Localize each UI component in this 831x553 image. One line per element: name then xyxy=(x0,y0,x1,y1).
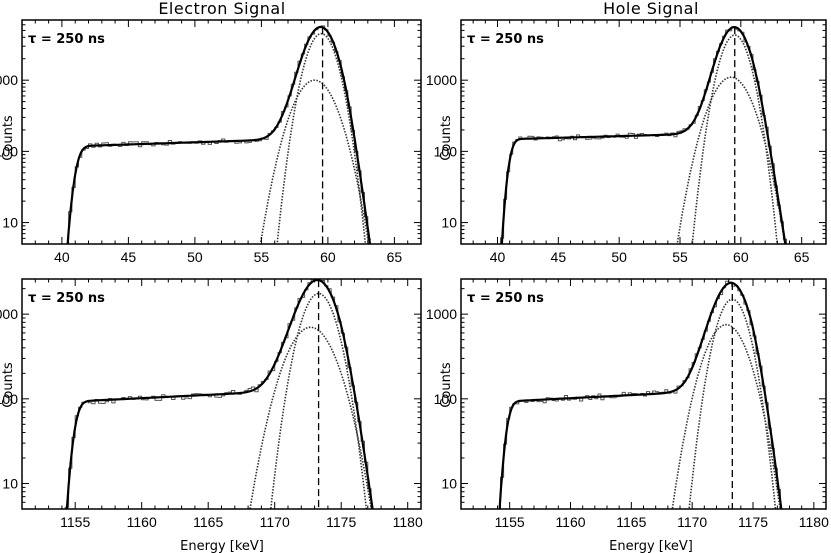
total-fit xyxy=(66,25,372,244)
gaussian-component xyxy=(269,292,368,509)
x-axis-label: Energy [keV] xyxy=(180,539,264,553)
y-axis-label: Counts xyxy=(1,362,16,408)
y-axis-label: Counts xyxy=(439,362,454,408)
panel-electron-1173: τ = 250 ns Counts Energy [keV] 1155 1160 1… xyxy=(0,278,423,553)
tau-annotation: τ = 250 ns xyxy=(28,32,105,47)
data-layer xyxy=(64,25,372,244)
x-tick-label: 65 xyxy=(794,249,810,265)
y-tick-label: 1000 xyxy=(0,306,18,322)
total-fit xyxy=(65,279,374,509)
tail-component xyxy=(259,79,370,244)
x-tick-label: 1160 xyxy=(127,514,157,530)
x-tick-label: 1155 xyxy=(60,514,90,530)
panel-hole-1173: τ = 250 ns Counts Energy [keV] 1155 1160 1… xyxy=(426,278,829,553)
panel-title: Electron Signal xyxy=(158,0,285,18)
y-tick-label: 100 xyxy=(0,143,18,159)
x-tick-label: 65 xyxy=(387,249,403,265)
y-tick-label: 100 xyxy=(0,391,18,407)
total-fit xyxy=(498,281,783,509)
tail-component xyxy=(671,323,781,509)
x-tick-label: 60 xyxy=(320,249,336,265)
total-fit xyxy=(500,26,787,244)
plot-frame xyxy=(460,19,827,245)
x-tick-label: 45 xyxy=(551,249,567,265)
data-layer xyxy=(500,26,787,244)
y-tick-label: 10 xyxy=(441,476,457,492)
tail-component xyxy=(676,76,786,244)
x-tick-label: 1170 xyxy=(677,514,707,530)
x-tick-label: 1160 xyxy=(555,514,585,530)
y-tick-label: 100 xyxy=(434,391,458,407)
tau-annotation: τ = 250 ns xyxy=(467,32,544,47)
x-tick-label: 40 xyxy=(54,249,70,265)
x-tick-label: 45 xyxy=(121,249,137,265)
x-tick-label: 1180 xyxy=(799,514,829,530)
data-histogram xyxy=(64,279,372,509)
tail-component xyxy=(249,326,373,509)
data-histogram xyxy=(64,25,372,244)
y-tick-label: 100 xyxy=(434,143,458,159)
y-tick-label: 1000 xyxy=(426,72,457,88)
y-tick-label: 10 xyxy=(441,215,457,231)
tau-annotation: τ = 250 ns xyxy=(28,291,105,306)
y-tick-label: 10 xyxy=(2,215,18,231)
x-tick-label: 50 xyxy=(611,249,627,265)
x-tick-label: 1165 xyxy=(193,514,223,530)
data-layer xyxy=(497,280,783,509)
x-tick-label: 50 xyxy=(187,249,203,265)
x-tick-label: 1165 xyxy=(616,514,646,530)
y-axis-label: Counts xyxy=(1,115,16,161)
data-histogram xyxy=(500,26,787,244)
x-tick-label: 1170 xyxy=(260,514,290,530)
y-tick-label: 1000 xyxy=(426,306,457,322)
x-tick-label: 40 xyxy=(490,249,506,265)
plot-frame xyxy=(21,19,422,245)
y-axis-label: Counts xyxy=(439,115,454,161)
x-tick-label: 1175 xyxy=(738,514,768,530)
data-layer xyxy=(64,279,374,509)
x-tick-label: 1155 xyxy=(495,514,525,530)
x-tick-label: 60 xyxy=(733,249,749,265)
gaussian-component xyxy=(276,32,367,244)
y-tick-label: 1000 xyxy=(0,72,18,88)
panel-hole-signal: Hole Signal τ = 250 ns Counts 40 45 50 55 60… xyxy=(426,0,827,265)
panel-title: Hole Signal xyxy=(603,0,699,18)
x-tick-label: 55 xyxy=(254,249,270,265)
panel-electron-signal: Electron Signal τ = 250 ns Counts 40 45 50… xyxy=(0,0,422,265)
y-tick-label: 10 xyxy=(2,476,18,492)
x-tick-label: 55 xyxy=(672,249,688,265)
x-tick-label: 1180 xyxy=(393,514,423,530)
x-tick-label: 1175 xyxy=(326,514,356,530)
tau-annotation: τ = 250 ns xyxy=(467,291,544,306)
x-axis-label: Energy [keV] xyxy=(609,539,693,553)
